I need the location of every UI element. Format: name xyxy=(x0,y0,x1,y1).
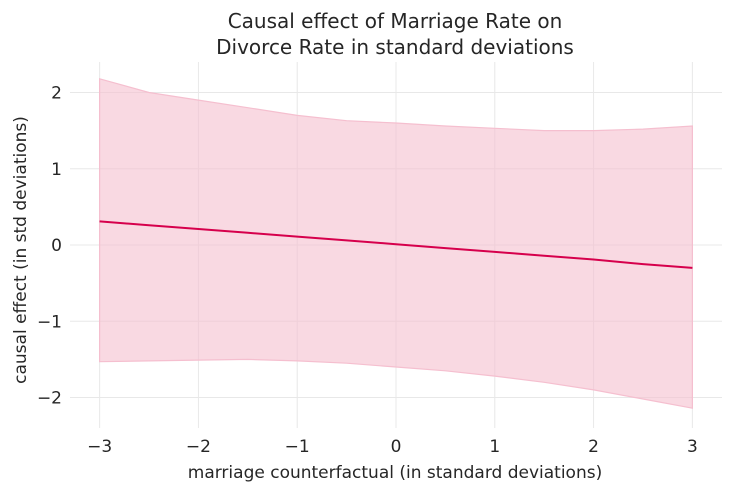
y-tick-labels: 2 1 0 −1 −2 xyxy=(37,84,62,409)
chart-title-line-2: Divorce Rate in standard deviations xyxy=(216,35,574,59)
mean-line-layer xyxy=(99,220,693,269)
series-line-mean xyxy=(99,220,693,269)
y-axis-label: causal effect (in std deviations) xyxy=(11,116,31,384)
x-tick-label-4: 1 xyxy=(489,437,500,457)
x-tick-labels: −3 −2 −1 0 1 2 3 xyxy=(87,437,698,457)
y-tick-label-3: −1 xyxy=(37,312,62,332)
x-tick-label-3: 0 xyxy=(391,437,402,457)
x-tick-label-2: −1 xyxy=(285,437,310,457)
y-tick-label-2: 0 xyxy=(51,236,62,256)
y-tick-label-4: −2 xyxy=(37,389,62,409)
x-tick-label-5: 2 xyxy=(588,437,599,457)
x-tick-label-6: 3 xyxy=(687,437,698,457)
x-tick-label-1: −2 xyxy=(186,437,211,457)
x-tick-label-0: −3 xyxy=(87,437,112,457)
y-tick-label-0: 2 xyxy=(51,84,62,104)
chart-title-line-1: Causal effect of Marriage Rate on xyxy=(228,9,563,33)
y-tick-label-1: 1 xyxy=(51,160,62,180)
x-axis-label: marriage counterfactual (in standard dev… xyxy=(188,463,602,483)
